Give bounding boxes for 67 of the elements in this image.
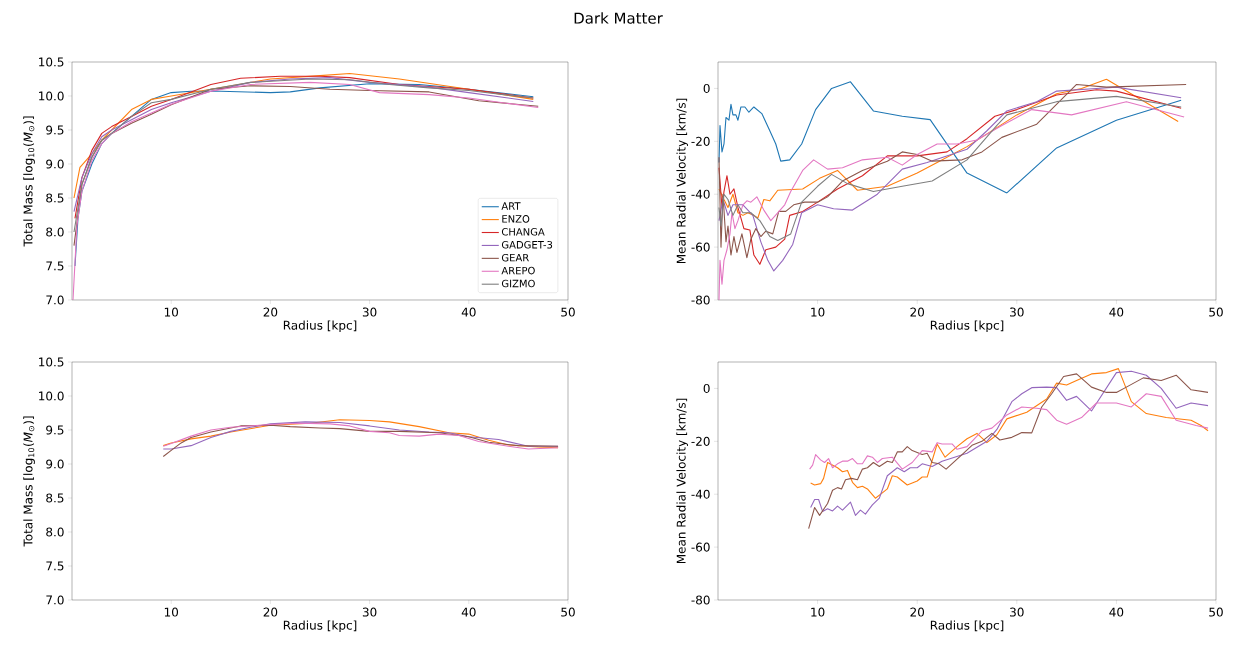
x-tick-label: 50 <box>561 607 575 617</box>
y-tick-label: 8.5 <box>46 193 64 203</box>
y-tick-label: 8.0 <box>46 527 64 537</box>
y-tick-label: 7.0 <box>46 295 64 305</box>
text: Dark Matter <box>574 12 663 24</box>
line-series <box>162 424 559 458</box>
y-tick-label: 10.5 <box>39 357 64 367</box>
y-tick-label: 9.5 <box>46 425 64 435</box>
y-tick-label: -20 <box>691 136 710 146</box>
line-series <box>718 95 1182 242</box>
x-tick-label: 10 <box>811 307 825 317</box>
legend-label: ART <box>501 202 521 210</box>
x-tick-label: 20 <box>263 607 278 617</box>
x-tick-label: 40 <box>461 607 476 617</box>
y-tick-label: 9.0 <box>46 159 64 169</box>
x-tick-label: 20 <box>910 607 925 617</box>
x-tick-label: 40 <box>1109 607 1124 617</box>
x-axis-title: Radius [kpc] <box>283 620 357 633</box>
y-axis-title: Total Mass [log$_{10}$(M$_{⊙}$)] <box>23 416 35 547</box>
y-tick-label: -80 <box>691 595 710 605</box>
y-tick-label: -80 <box>691 295 710 305</box>
line-series <box>718 81 1182 194</box>
y-axis-title: Mean Radial Velocity [km/s] <box>676 98 689 264</box>
x-tick-label: 50 <box>1209 607 1223 617</box>
legend-label: AREPO <box>501 266 535 275</box>
y-tick-label: 9.5 <box>46 125 64 135</box>
y-tick-label: -40 <box>691 489 710 499</box>
line-series <box>809 393 1209 470</box>
y-tick-label: 10.5 <box>39 57 64 67</box>
x-tick-label: 30 <box>362 607 377 617</box>
y-tick-label: 7.5 <box>46 561 64 571</box>
x-axis-title: Radius [kpc] <box>283 320 357 333</box>
y-tick-label: 8.0 <box>46 227 64 237</box>
x-tick-label: 10 <box>811 607 825 617</box>
y-axis-title: Mean Radial Velocity [km/s] <box>676 398 689 564</box>
y-tick-label: 0 <box>703 383 710 393</box>
x-tick-label: 50 <box>1209 307 1223 317</box>
x-tick-label: 30 <box>362 307 377 317</box>
y-tick-label: 10.0 <box>39 91 64 101</box>
x-tick-label: 40 <box>1109 307 1124 317</box>
y-tick-label: -20 <box>691 436 710 446</box>
y-tick-label: 8.5 <box>46 493 64 503</box>
x-tick-label: 30 <box>1010 307 1024 317</box>
x-axis-title: Radius [kpc] <box>930 620 1004 633</box>
y-tick-label: 7.5 <box>46 261 64 271</box>
y-tick-label: -40 <box>691 189 710 199</box>
x-axis-title: Radius [kpc] <box>930 320 1004 333</box>
line-series <box>718 101 1185 300</box>
legend-label: ENZO <box>502 215 530 223</box>
y-tick-label: -60 <box>691 542 710 552</box>
y-tick-label: 10.0 <box>39 391 64 401</box>
y-tick-label: 7.0 <box>46 595 64 605</box>
x-tick-label: 20 <box>263 307 278 317</box>
x-tick-label: 30 <box>1010 607 1024 617</box>
x-tick-label: 40 <box>461 307 476 317</box>
legend-label: GADGET-3 <box>501 240 553 249</box>
y-tick-label: 9.0 <box>46 459 64 469</box>
y-tick-label: -60 <box>691 242 710 252</box>
y-axis-title: Total Mass [log$_{10}$(M$_{⊙}$)] <box>23 116 35 247</box>
x-tick-label: 20 <box>910 307 925 317</box>
x-tick-label: 10 <box>164 607 179 617</box>
x-tick-label: 10 <box>164 307 179 317</box>
legend-label: GEAR <box>501 253 529 262</box>
legend-label: CHANGA <box>501 228 545 236</box>
y-tick-label: 0 <box>703 83 710 93</box>
x-tick-label: 50 <box>561 307 575 317</box>
legend-label: GIZMO <box>501 279 535 288</box>
